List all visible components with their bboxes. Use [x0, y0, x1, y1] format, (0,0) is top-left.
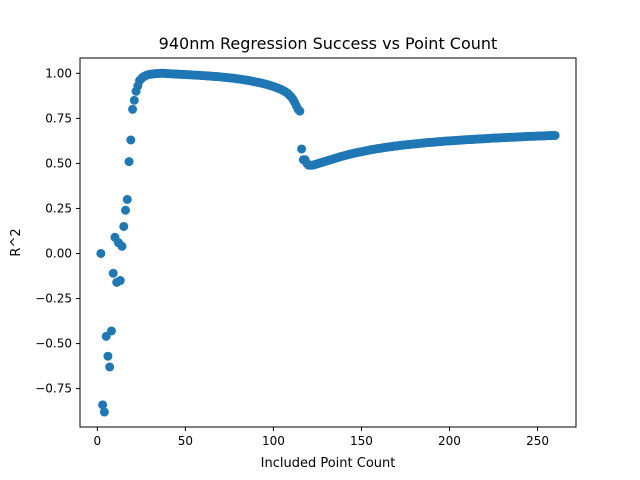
data-point [121, 205, 131, 215]
y-tick-label: 0.50 [45, 156, 72, 170]
chart-title: 940nm Regression Success vs Point Count [159, 34, 498, 53]
y-tick-label: 0.75 [45, 111, 72, 125]
y-tick-label: −0.25 [35, 292, 72, 306]
x-tick-label: 150 [350, 434, 373, 448]
data-point [297, 144, 307, 154]
data-point [117, 241, 127, 251]
data-point [122, 194, 132, 204]
x-tick-label: 250 [526, 434, 549, 448]
y-axis-ticks: −0.75 −0.50 −0.25 0.00 0.25 0.50 0.75 1.00 [35, 66, 80, 396]
y-tick-label: −0.50 [35, 337, 72, 351]
x-tick-label: 100 [262, 434, 285, 448]
data-point [108, 268, 118, 278]
y-tick-label: 1.00 [45, 66, 72, 80]
x-axis-ticks: 0 50 100 150 200 250 [94, 427, 549, 448]
y-tick-label: −0.75 [35, 382, 72, 396]
data-point [128, 104, 138, 114]
data-point [105, 362, 115, 372]
data-point [119, 221, 129, 231]
data-point [115, 276, 125, 286]
data-point [99, 407, 109, 417]
data-point [98, 400, 108, 410]
data-point [550, 130, 560, 140]
plot-area-frame [79, 57, 577, 428]
x-tick-label: 200 [438, 434, 461, 448]
data-point [295, 106, 305, 116]
data-point [103, 351, 113, 361]
data-point [129, 95, 139, 105]
y-axis-label: R^2 [9, 228, 24, 256]
data-point [124, 157, 134, 167]
x-tick-label: 0 [94, 434, 102, 448]
data-point [96, 248, 106, 258]
y-tick-label: 0.00 [45, 246, 72, 260]
data-point [106, 326, 116, 336]
data-point [126, 135, 136, 145]
x-axis-label: Included Point Count [261, 456, 396, 471]
data-points [96, 68, 560, 417]
y-tick-label: 0.25 [45, 201, 72, 215]
x-tick-label: 50 [178, 434, 193, 448]
